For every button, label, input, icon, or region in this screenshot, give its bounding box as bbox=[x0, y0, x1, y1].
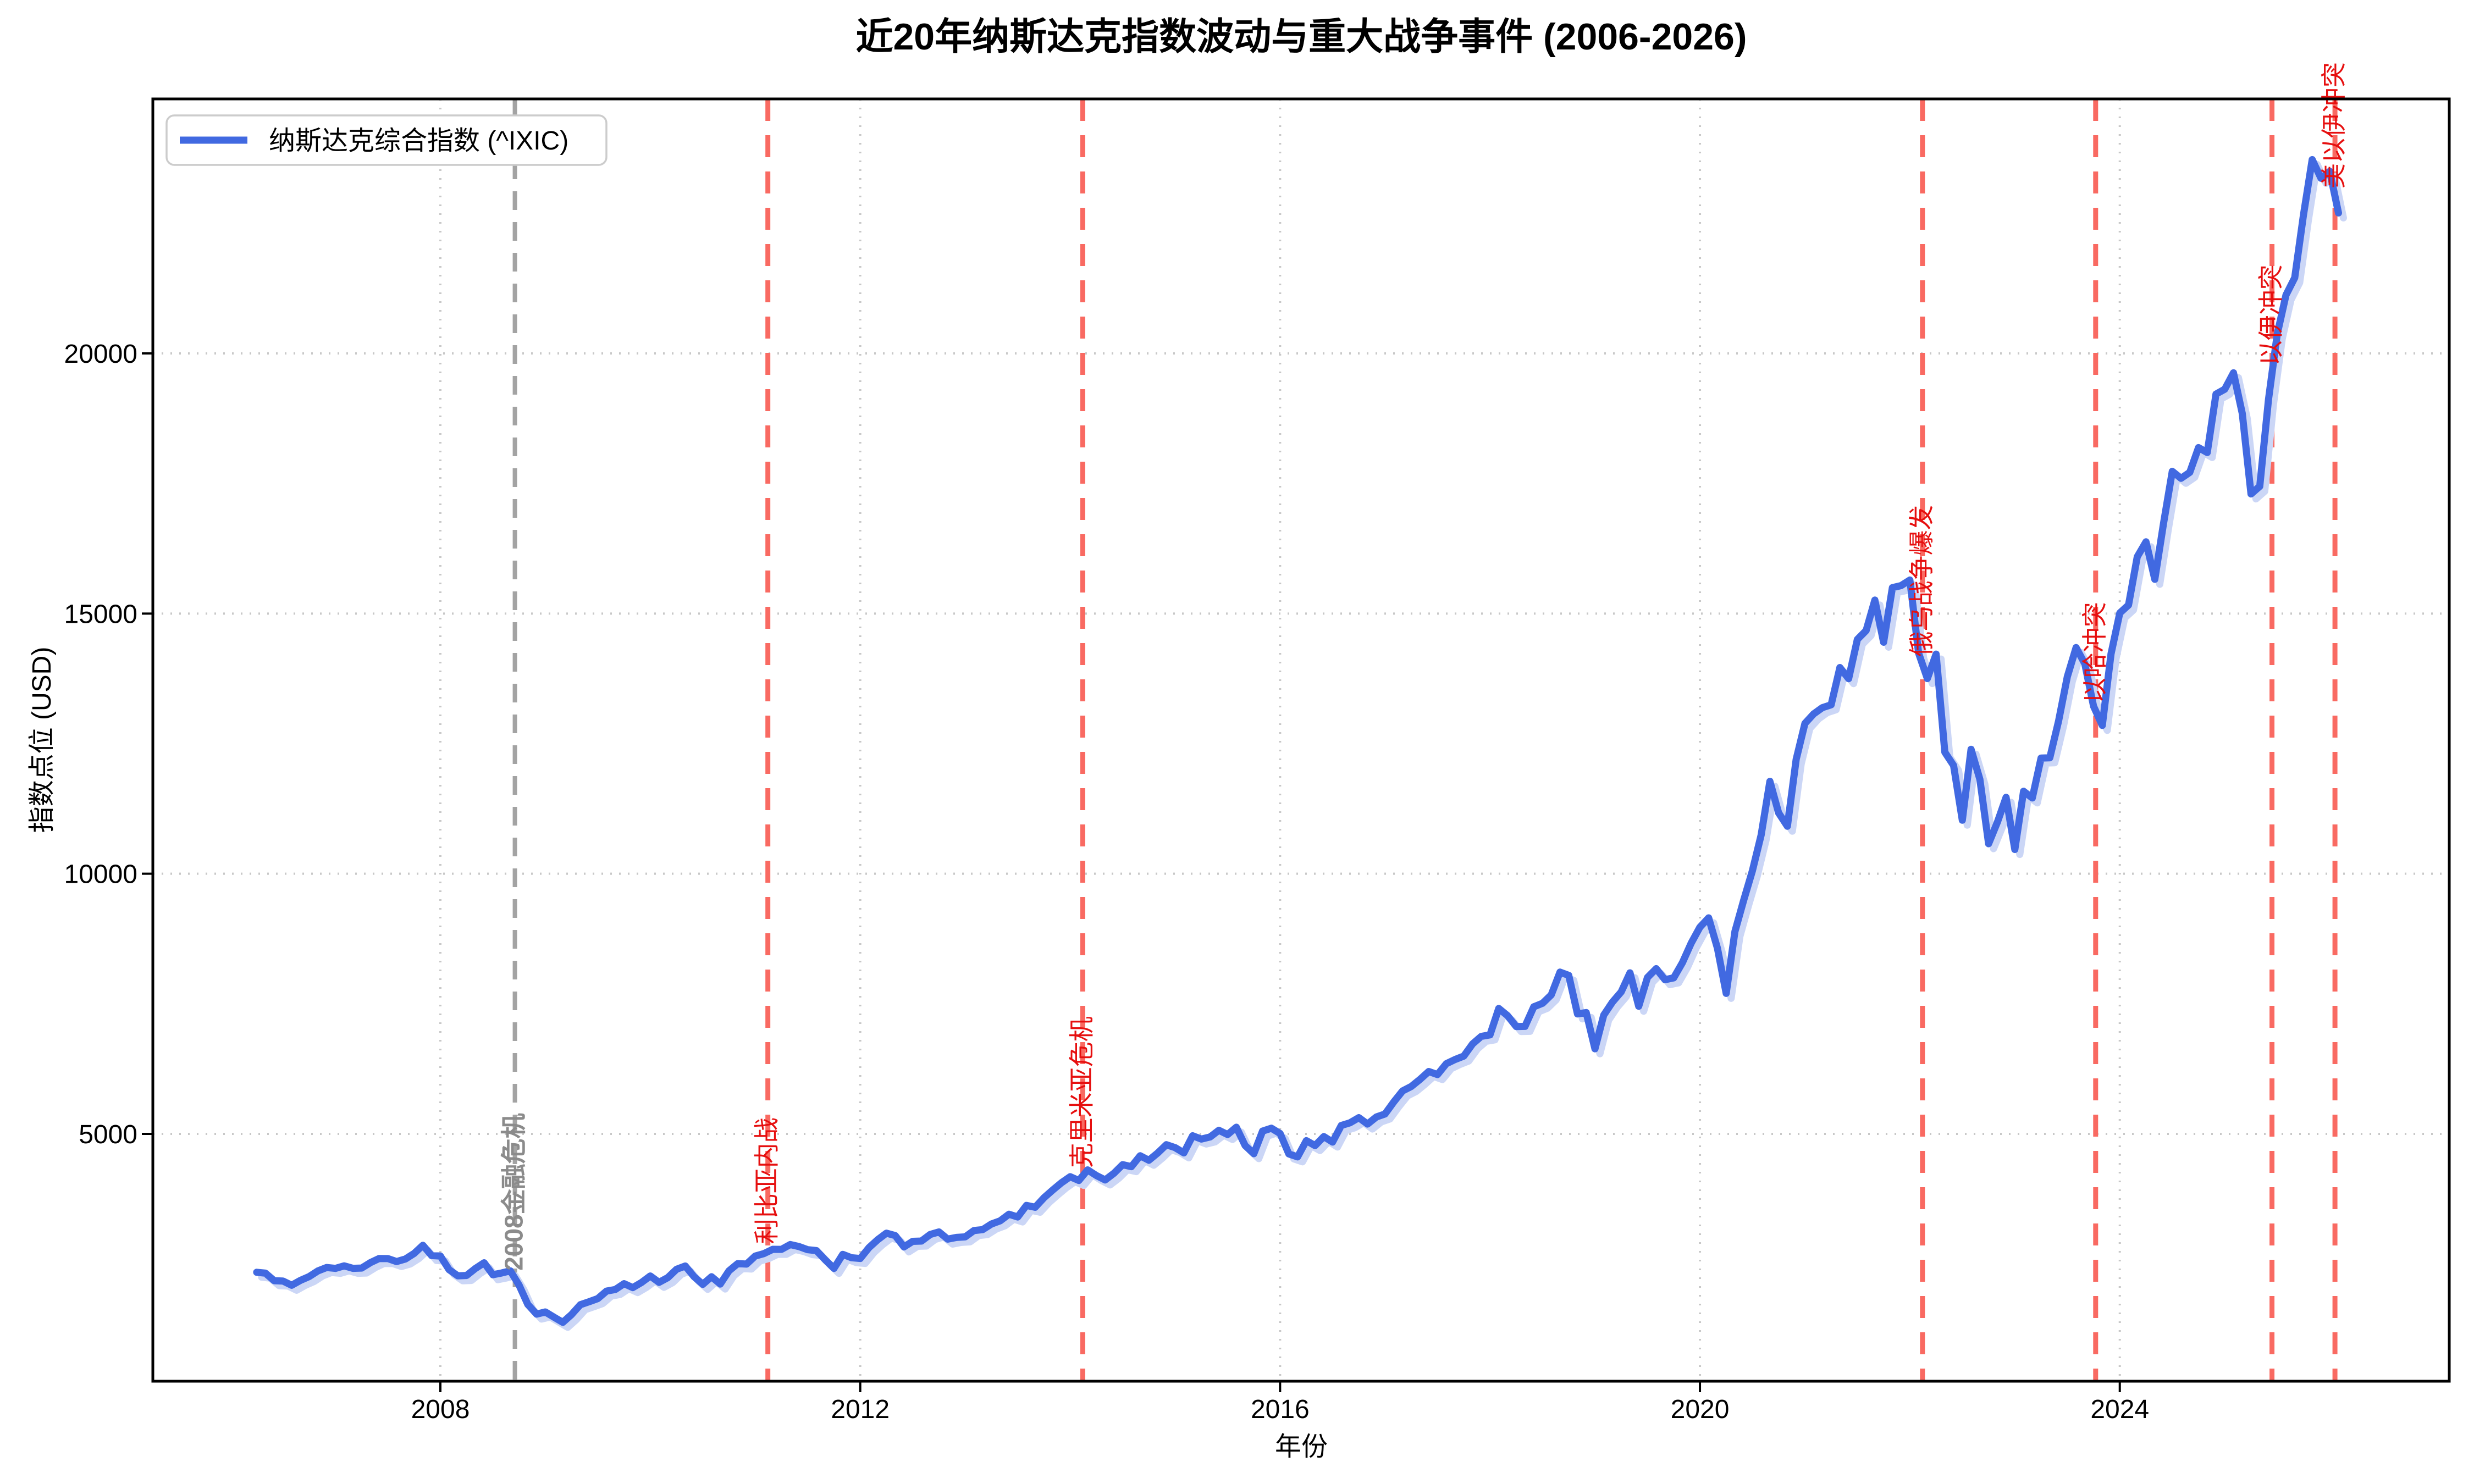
y-axis-label: 指数点位 (USD) bbox=[27, 647, 57, 833]
gridlines bbox=[153, 99, 2449, 1381]
event-labels: 2008金融危机 利比亚内战 克里米亚危机 俄乌战争爆发以哈冲突 以伊冲突 美以伊冲突 bbox=[500, 62, 2349, 1271]
chart-title: 近20年纳斯达克指数波动与重大战争事件 (2006-2026) bbox=[855, 16, 1747, 58]
legend-box bbox=[165, 114, 608, 166]
y-tick-label: 10000 bbox=[64, 860, 137, 889]
series-lines bbox=[253, 156, 2347, 1331]
x-tick-label: 2020 bbox=[1671, 1395, 1730, 1424]
nasdaq-line-shadow bbox=[258, 160, 2347, 1331]
y-tick-label: 20000 bbox=[64, 340, 137, 369]
event-lines bbox=[512, 99, 2338, 1381]
plot-border bbox=[151, 97, 2451, 1383]
event-label: 以哈冲突 bbox=[2080, 602, 2109, 703]
y-tick-label: 15000 bbox=[64, 600, 137, 629]
event-label: 克里米亚危机 bbox=[1067, 1016, 1096, 1168]
legend-label: 纳斯达克综合指数 (^IXIC) bbox=[269, 126, 568, 156]
y-tick-label: 5000 bbox=[79, 1120, 137, 1149]
axis-ticks: 2008 2012 2016 2020 2024 5000 10000 15000 20000 bbox=[64, 340, 2150, 1424]
x-axis-label: 年份 bbox=[1275, 1432, 1328, 1461]
x-tick-label: 2012 bbox=[831, 1395, 890, 1424]
x-tick-label: 2016 bbox=[1251, 1395, 1310, 1424]
x-tick-label: 2008 bbox=[411, 1395, 470, 1424]
event-label: 2008金融危机 bbox=[500, 1113, 528, 1270]
nasdaq-line bbox=[253, 156, 2342, 1326]
event-label: 美以伊冲突 bbox=[2320, 62, 2348, 189]
event-label: 利比亚内战 bbox=[753, 1117, 781, 1244]
legend: 纳斯达克综合指数 (^IXIC) bbox=[165, 114, 608, 166]
x-tick-label: 2024 bbox=[2090, 1395, 2149, 1424]
event-label: 以伊冲突 bbox=[2257, 264, 2285, 366]
event-label: 俄乌战争爆发 bbox=[1907, 505, 1936, 657]
